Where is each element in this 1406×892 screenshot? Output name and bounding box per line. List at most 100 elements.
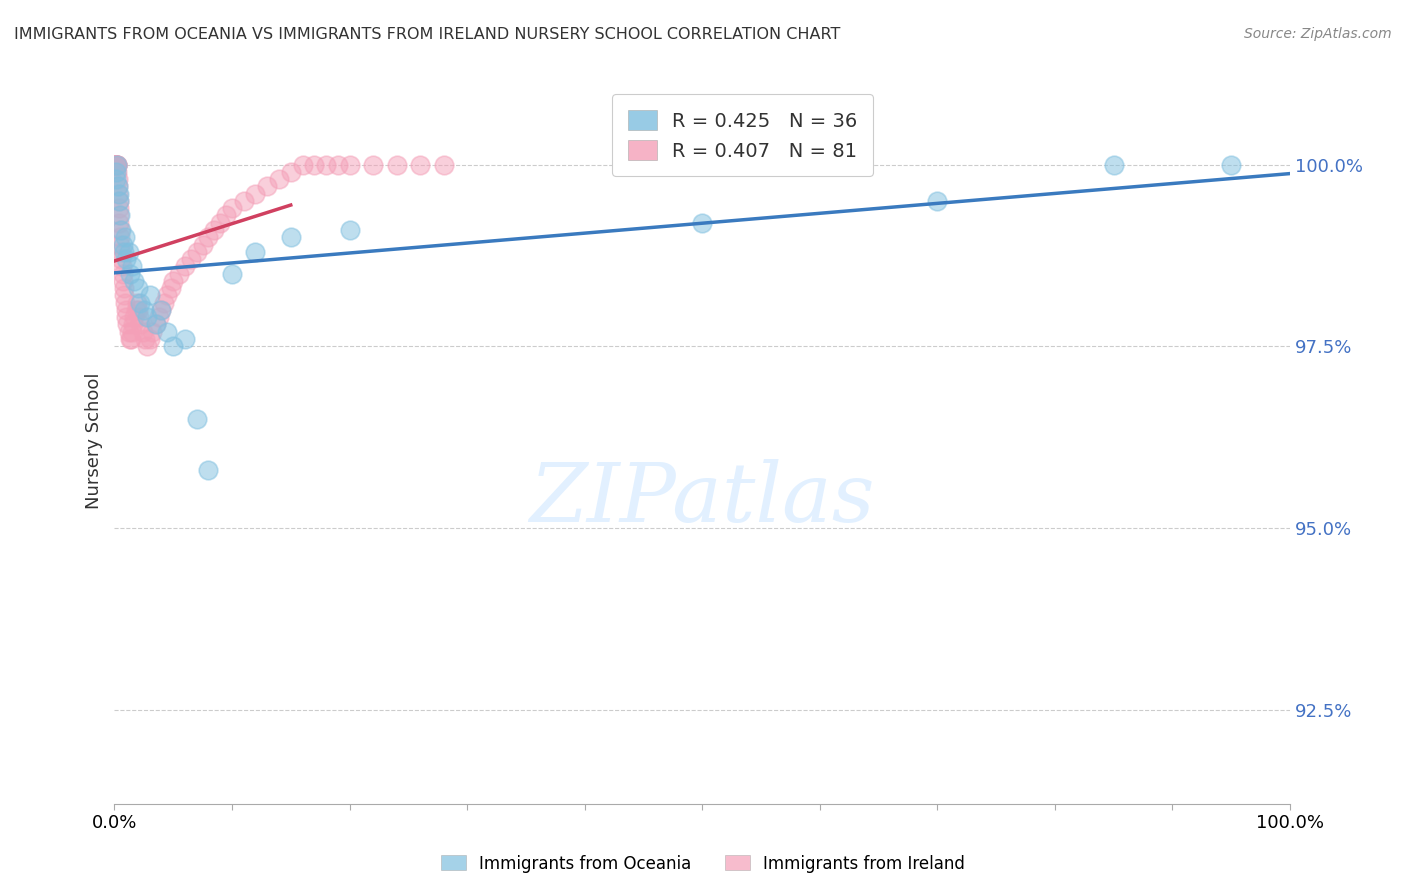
Point — [221, 267, 243, 281]
Point — [110, 209, 132, 223]
Point — [138, 332, 160, 346]
Point — [134, 332, 156, 346]
Point — [124, 274, 146, 288]
Point — [112, 274, 135, 288]
Legend: Immigrants from Oceania, Immigrants from Ireland: Immigrants from Oceania, Immigrants from… — [434, 848, 972, 880]
Point — [1220, 158, 1243, 172]
Point — [191, 237, 214, 252]
Point — [117, 318, 139, 332]
Point — [108, 223, 131, 237]
Point — [232, 194, 254, 208]
Point — [110, 244, 132, 259]
Point — [127, 281, 149, 295]
Point — [291, 158, 314, 172]
Point — [105, 158, 128, 172]
Point — [105, 172, 128, 186]
Point — [107, 179, 129, 194]
Point — [136, 310, 159, 325]
Point — [409, 158, 432, 172]
Point — [111, 237, 134, 252]
Point — [107, 186, 129, 201]
Point — [117, 325, 139, 339]
Point — [152, 295, 174, 310]
Point — [361, 158, 384, 172]
Point — [145, 318, 167, 332]
Point — [339, 158, 361, 172]
Point — [111, 260, 134, 274]
Point — [215, 209, 238, 223]
Point — [129, 318, 152, 332]
Point — [118, 267, 141, 281]
Point — [256, 179, 278, 194]
Point — [115, 310, 138, 325]
Point — [107, 165, 129, 179]
Point — [690, 216, 713, 230]
Point — [108, 230, 131, 244]
Y-axis label: Nursery School: Nursery School — [86, 373, 103, 509]
Legend: R = 0.425   N = 36, R = 0.407   N = 81: R = 0.425 N = 36, R = 0.407 N = 81 — [612, 95, 873, 177]
Point — [136, 339, 159, 353]
Point — [105, 158, 128, 172]
Point — [112, 244, 135, 259]
Point — [111, 267, 134, 281]
Point — [104, 158, 127, 172]
Point — [107, 179, 129, 194]
Point — [304, 158, 326, 172]
Point — [202, 223, 225, 237]
Point — [129, 295, 152, 310]
Point — [267, 172, 290, 186]
Point — [112, 288, 135, 302]
Point — [110, 223, 132, 237]
Point — [104, 158, 127, 172]
Point — [108, 209, 131, 223]
Point — [167, 267, 190, 281]
Point — [124, 310, 146, 325]
Point — [120, 332, 142, 346]
Point — [117, 244, 139, 259]
Point — [315, 158, 337, 172]
Point — [160, 281, 183, 295]
Point — [104, 158, 127, 172]
Point — [110, 237, 132, 252]
Point — [104, 158, 127, 172]
Point — [104, 158, 127, 172]
Point — [138, 288, 160, 302]
Point — [118, 332, 141, 346]
Point — [209, 216, 232, 230]
Point — [108, 216, 131, 230]
Point — [150, 302, 173, 317]
Point — [127, 302, 149, 317]
Point — [150, 302, 173, 317]
Point — [128, 310, 150, 325]
Point — [162, 274, 184, 288]
Point — [108, 201, 131, 215]
Point — [114, 230, 136, 244]
Point — [385, 158, 408, 172]
Point — [107, 194, 129, 208]
Point — [156, 288, 179, 302]
Point — [105, 158, 128, 172]
Point — [124, 302, 146, 317]
Point — [280, 165, 302, 179]
Point — [186, 244, 208, 259]
Point — [104, 165, 127, 179]
Point — [107, 172, 129, 186]
Point — [132, 302, 155, 317]
Point — [148, 310, 170, 325]
Point — [927, 194, 949, 208]
Point — [114, 302, 136, 317]
Point — [141, 325, 163, 339]
Point — [104, 158, 127, 172]
Point — [105, 158, 128, 172]
Point — [432, 158, 454, 172]
Point — [326, 158, 349, 172]
Point — [197, 230, 219, 244]
Point — [145, 318, 167, 332]
Point — [107, 186, 129, 201]
Point — [122, 318, 145, 332]
Point — [174, 260, 197, 274]
Point — [125, 295, 148, 310]
Text: IMMIGRANTS FROM OCEANIA VS IMMIGRANTS FROM IRELAND NURSERY SCHOOL CORRELATION CH: IMMIGRANTS FROM OCEANIA VS IMMIGRANTS FR… — [14, 27, 841, 42]
Point — [197, 463, 219, 477]
Point — [110, 252, 132, 266]
